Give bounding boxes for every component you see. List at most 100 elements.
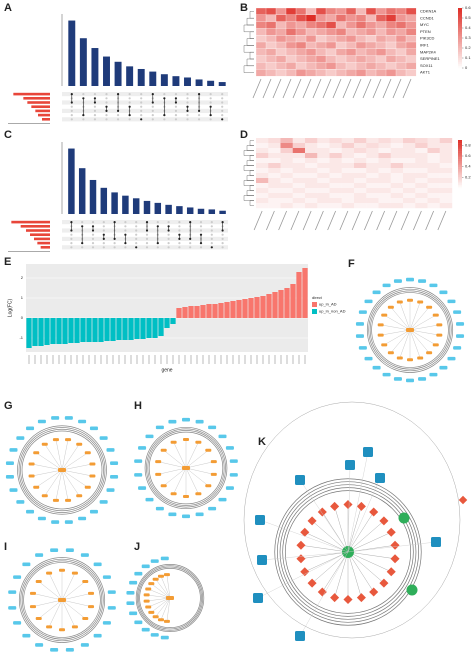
gene-node — [35, 617, 42, 621]
column-label-stub — [282, 78, 292, 99]
heat-cell — [285, 48, 297, 56]
panel-letter: F — [348, 258, 355, 270]
bar — [182, 307, 188, 318]
edge — [334, 551, 349, 598]
colorbar-step — [458, 184, 462, 187]
column-label-stub — [437, 210, 447, 231]
gene-node — [160, 484, 167, 488]
heat-cell — [395, 7, 407, 16]
heat-cell — [378, 148, 391, 154]
heat-cell — [385, 48, 397, 56]
heat-cell — [256, 168, 269, 174]
heat-cell — [268, 138, 281, 144]
heat-cell — [354, 138, 367, 144]
colorbar-step — [458, 157, 462, 160]
gene-node — [52, 438, 59, 442]
edge — [185, 467, 209, 486]
heat-cell — [285, 41, 297, 50]
edge — [160, 576, 171, 599]
heat-cell — [390, 188, 404, 194]
heat-cell — [256, 183, 269, 189]
target-node — [155, 506, 164, 511]
heat-cell — [268, 158, 281, 164]
colorbar-step — [458, 154, 462, 157]
heat-cell — [295, 62, 307, 70]
heat-cell — [354, 158, 367, 164]
edge — [38, 599, 63, 619]
gene-node — [163, 573, 170, 577]
column-label-stub — [327, 210, 336, 231]
dendrogram — [246, 160, 254, 166]
heat-cell — [366, 143, 379, 149]
heat-cell — [366, 148, 379, 154]
colorbar-step — [458, 181, 462, 184]
heat-cell — [366, 183, 379, 189]
colorbar-step — [458, 165, 462, 168]
heat-cell — [317, 163, 330, 169]
heat-cell — [395, 14, 407, 22]
colorbar-step — [458, 28, 462, 31]
heat-cell — [315, 7, 327, 16]
colorbar-label: 0.4 — [465, 164, 471, 169]
gene-node — [145, 587, 152, 591]
matrix-dot — [93, 109, 97, 112]
gene-node — [65, 438, 72, 442]
heat-cell — [315, 48, 327, 56]
heat-cell — [365, 48, 377, 56]
edge — [31, 463, 63, 471]
heat-cell — [275, 7, 287, 16]
heat-cell — [305, 193, 318, 199]
gene-node — [377, 333, 384, 337]
gene-node — [307, 578, 317, 588]
bar — [200, 305, 206, 318]
heat-cell — [317, 198, 330, 204]
heat-cell — [292, 178, 306, 184]
heat-cell — [405, 35, 417, 43]
heat-cell — [365, 7, 377, 16]
heat-cell — [415, 148, 428, 154]
gene-label: SERPINE1 — [420, 56, 441, 61]
heat-cell — [275, 48, 287, 56]
heat-cell — [390, 183, 404, 189]
heat-cell — [335, 48, 347, 56]
bar — [248, 298, 254, 318]
heat-cell — [292, 183, 306, 189]
heat-cell — [275, 28, 287, 36]
heat-cell — [375, 48, 387, 56]
matrix-dot — [145, 242, 149, 245]
target-node — [141, 564, 150, 569]
heat-cell — [325, 41, 337, 50]
heat-cell — [295, 14, 307, 22]
gene-node — [157, 618, 164, 622]
heat-cell — [345, 55, 357, 63]
heat-cell — [366, 188, 379, 194]
heat-cell — [378, 198, 391, 204]
heat-cell — [329, 178, 342, 184]
matrix-dot — [199, 233, 203, 236]
heat-cell — [255, 35, 267, 43]
bar — [254, 297, 260, 318]
heat-cell — [268, 148, 281, 154]
dendrogram — [243, 180, 254, 186]
matrix-dot — [135, 242, 138, 245]
colorbar-step — [458, 160, 462, 163]
heat-cell — [305, 21, 317, 29]
heat-cell — [292, 158, 306, 164]
set-size-bar — [38, 113, 50, 117]
edge — [409, 324, 440, 331]
gene-label: CDKN1A — [420, 8, 437, 13]
heat-cell — [355, 21, 367, 29]
colorbar-label: 0.1 — [465, 55, 471, 60]
heat-cell — [366, 168, 379, 174]
matrix-dot — [102, 221, 105, 224]
matrix-dot — [140, 101, 143, 104]
gene-node — [396, 356, 403, 360]
target-node — [453, 310, 462, 314]
bar — [278, 290, 284, 318]
matrix-dot — [102, 246, 105, 249]
colorbar-step — [458, 48, 462, 51]
heat-cell — [439, 193, 453, 199]
column-label-stub — [262, 78, 272, 99]
heat-cell — [390, 158, 404, 164]
heat-cell — [335, 14, 347, 22]
